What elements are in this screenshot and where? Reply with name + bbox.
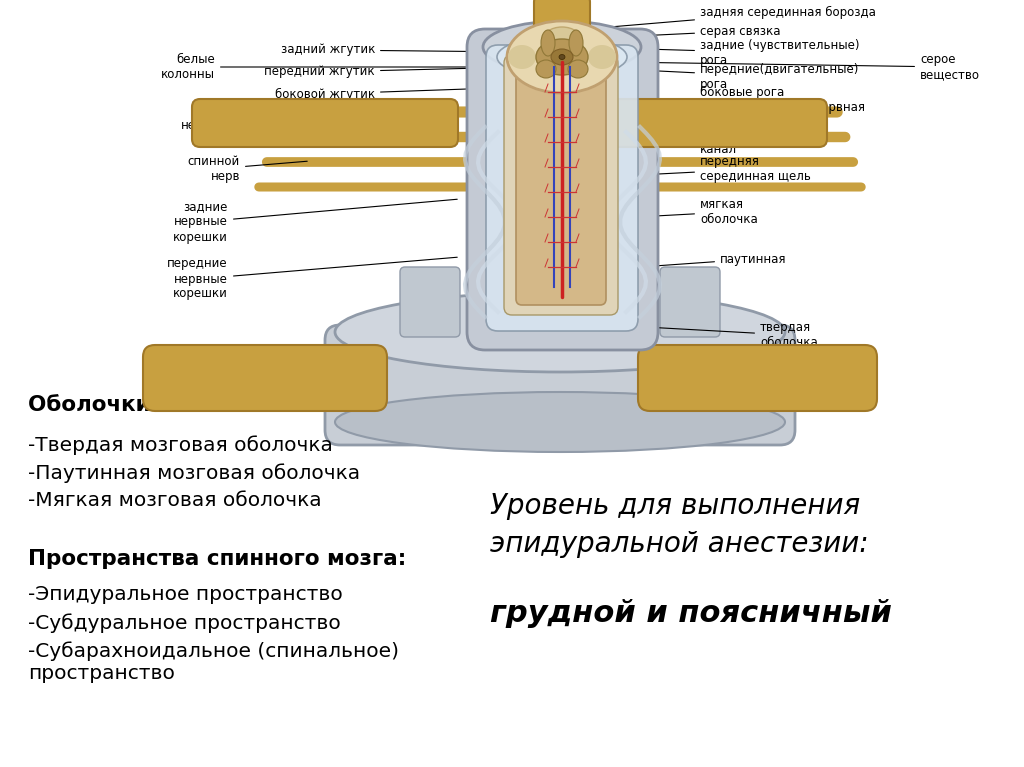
Text: передние(двигательные)
рога: передние(двигательные) рога <box>581 63 859 91</box>
Ellipse shape <box>335 392 785 452</box>
Ellipse shape <box>568 60 588 78</box>
Text: боковой жгутик: боковой жгутик <box>274 87 521 100</box>
Text: передняя
серединная щель: передняя серединная щель <box>603 155 811 183</box>
Text: Оболочки спинного мозга:: Оболочки спинного мозга: <box>28 395 357 415</box>
FancyBboxPatch shape <box>516 59 606 305</box>
Text: -Твердая мозговая оболочка: -Твердая мозговая оболочка <box>28 435 333 455</box>
Text: белые
колонны: белые колонны <box>161 53 482 81</box>
Text: центральный
канал: центральный канал <box>603 128 784 156</box>
Text: спинной
нерв: спинной нерв <box>187 155 307 183</box>
Text: -Паутинная мозговая оболочка: -Паутинная мозговая оболочка <box>28 463 360 482</box>
Ellipse shape <box>536 39 588 75</box>
FancyBboxPatch shape <box>325 325 795 445</box>
FancyBboxPatch shape <box>504 55 618 315</box>
Ellipse shape <box>588 45 616 69</box>
Ellipse shape <box>507 21 617 93</box>
Text: задние
нервные
корешки: задние нервные корешки <box>173 199 458 243</box>
Ellipse shape <box>542 27 582 55</box>
Text: Пространства спинного мозга:: Пространства спинного мозга: <box>28 549 407 569</box>
Text: -Субдуральное пространство: -Субдуральное пространство <box>28 613 341 633</box>
Ellipse shape <box>541 30 555 56</box>
Ellipse shape <box>569 30 583 56</box>
Text: -Эпидуральное пространство: -Эпидуральное пространство <box>28 585 343 604</box>
Text: серая связка: серая связка <box>578 25 780 39</box>
Ellipse shape <box>508 45 536 69</box>
Ellipse shape <box>559 54 565 60</box>
Text: мягкая
оболочка: мягкая оболочка <box>603 198 758 226</box>
Text: -Мягкая мозговая оболочка: -Мягкая мозговая оболочка <box>28 491 322 510</box>
FancyBboxPatch shape <box>193 99 458 147</box>
FancyBboxPatch shape <box>486 45 638 331</box>
FancyBboxPatch shape <box>143 345 387 411</box>
Ellipse shape <box>483 21 641 73</box>
FancyBboxPatch shape <box>534 0 590 43</box>
Text: нервный
узел: нервный узел <box>180 119 317 147</box>
FancyBboxPatch shape <box>660 267 720 337</box>
FancyBboxPatch shape <box>400 267 460 337</box>
Text: боковые рога
(периферическая нервная
система): боковые рога (периферическая нервная сис… <box>593 85 865 129</box>
Text: -Субарахноидальное (спинальное)
пространство: -Субарахноидальное (спинальное) простран… <box>28 641 399 683</box>
Text: задние (чувствительные)
рога: задние (чувствительные) рога <box>579 39 859 67</box>
FancyBboxPatch shape <box>467 29 658 350</box>
Text: Уровень для выполнения
эпидуральной анестезии:: Уровень для выполнения эпидуральной анес… <box>490 492 868 558</box>
Text: задняя серединная борозда: задняя серединная борозда <box>565 5 876 31</box>
Text: грудной и поясничный: грудной и поясничный <box>490 599 892 628</box>
Ellipse shape <box>497 36 627 78</box>
Text: серое
вещество: серое вещество <box>617 53 980 81</box>
Text: передний жгутик: передний жгутик <box>264 65 521 78</box>
Text: твердая
оболочка: твердая оболочка <box>648 321 818 349</box>
Text: паутинная: паутинная <box>643 252 786 267</box>
Text: передние
нервные
корешки: передние нервные корешки <box>167 257 458 301</box>
Ellipse shape <box>551 49 573 65</box>
FancyBboxPatch shape <box>638 345 877 411</box>
Text: задний жгутик: задний жгутик <box>281 44 521 57</box>
Ellipse shape <box>536 60 556 78</box>
Ellipse shape <box>335 292 785 372</box>
FancyBboxPatch shape <box>566 99 827 147</box>
